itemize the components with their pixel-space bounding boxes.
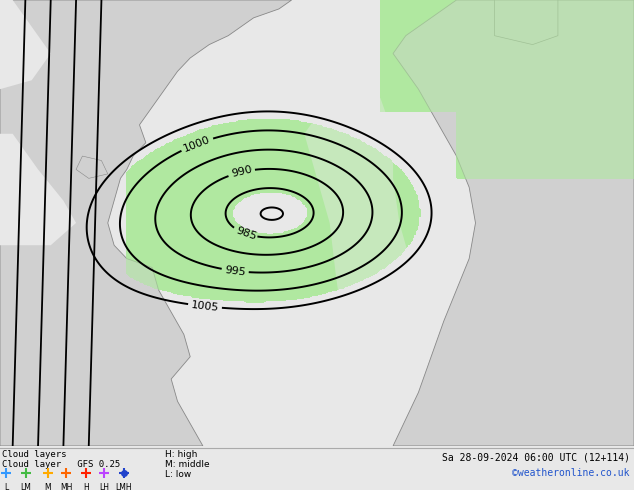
- Text: 985: 985: [235, 225, 258, 242]
- Polygon shape: [495, 0, 558, 45]
- Polygon shape: [393, 0, 634, 446]
- Polygon shape: [266, 357, 380, 419]
- Text: H: H: [83, 483, 89, 490]
- Polygon shape: [76, 156, 108, 178]
- Polygon shape: [0, 0, 51, 89]
- Text: M: M: [44, 483, 51, 490]
- Polygon shape: [0, 0, 292, 446]
- Polygon shape: [349, 303, 431, 348]
- Text: 995: 995: [224, 265, 247, 277]
- Text: MH: MH: [60, 483, 72, 490]
- Text: LH: LH: [99, 483, 109, 490]
- Text: M: middle: M: middle: [165, 460, 210, 469]
- Text: L: low: L: low: [165, 470, 191, 479]
- Text: 1000: 1000: [182, 134, 212, 154]
- Polygon shape: [304, 89, 418, 410]
- Text: H: high: H: high: [165, 450, 197, 459]
- Text: L: L: [4, 483, 8, 490]
- Text: Sa 28-09-2024 06:00 UTC (12+114): Sa 28-09-2024 06:00 UTC (12+114): [442, 453, 630, 463]
- Text: ©weatheronline.co.uk: ©weatheronline.co.uk: [512, 468, 630, 478]
- Text: LM: LM: [20, 483, 32, 490]
- Text: 1005: 1005: [190, 300, 219, 313]
- Text: LMH: LMH: [115, 483, 133, 490]
- Text: Cloud layer   GFS 0.25: Cloud layer GFS 0.25: [2, 460, 120, 469]
- Text: 990: 990: [230, 165, 253, 179]
- Text: Cloud layers: Cloud layers: [2, 450, 67, 459]
- Polygon shape: [0, 134, 76, 245]
